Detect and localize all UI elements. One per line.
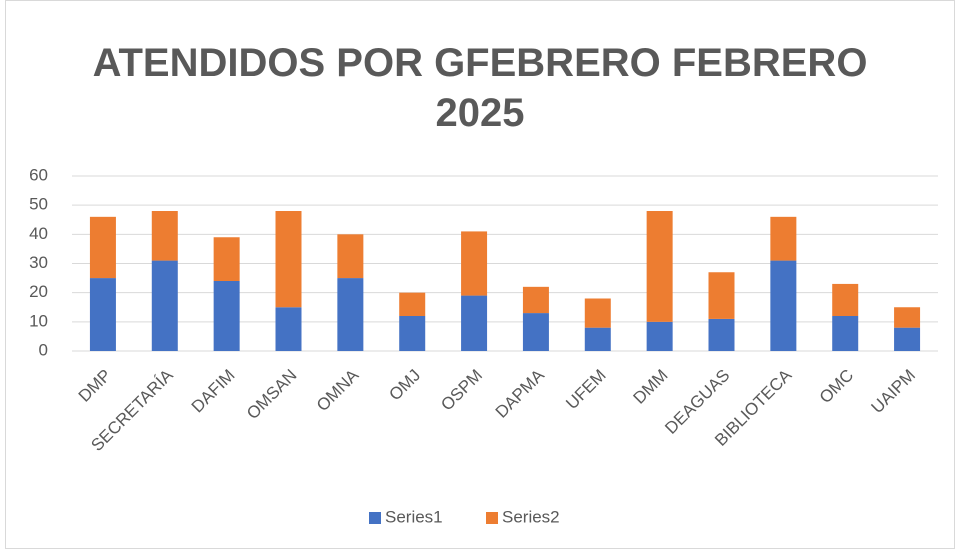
bar-segment	[522, 286, 549, 314]
bar-segment	[151, 260, 178, 351]
bar-segment	[213, 281, 240, 351]
bar-segment	[770, 260, 797, 351]
bar-segment	[770, 216, 797, 261]
bar-segment	[275, 307, 302, 351]
x-tick-label: DMP	[75, 366, 115, 406]
y-tick-label: 20	[29, 282, 48, 301]
legend-swatch	[486, 512, 498, 524]
bar-segment	[89, 216, 116, 279]
bar-segment	[708, 318, 735, 351]
chart-title: ATENDIDOS POR GFEBRERO FEBRERO 2025	[92, 41, 868, 135]
bar-segment	[646, 211, 673, 322]
bar-segment	[522, 313, 549, 351]
legend-label: Series2	[502, 507, 560, 526]
bar-segment	[275, 211, 302, 308]
bar-segment	[461, 231, 488, 296]
x-tick-label: OMSAN	[243, 366, 301, 424]
x-tick-label: DAFIM	[188, 366, 239, 417]
bar-segment	[151, 211, 178, 261]
y-tick-label: 60	[29, 165, 48, 184]
x-tick-label: UAIPM	[868, 366, 920, 418]
y-tick-label: 0	[39, 340, 48, 359]
bar-segment	[337, 278, 364, 351]
x-tick-label: OSPM	[437, 366, 486, 415]
bar-segment	[584, 298, 611, 328]
y-tick-label: 30	[29, 253, 48, 272]
y-tick-label: 40	[29, 224, 48, 243]
bar-segment	[399, 316, 426, 351]
x-tick-label: DMM	[629, 366, 671, 408]
bar-segment	[708, 272, 735, 319]
bar-segment	[832, 316, 859, 351]
bar-segment	[832, 283, 859, 316]
bar-segment	[337, 234, 364, 279]
bar-segment	[584, 327, 611, 351]
x-tick-label: OMJ	[385, 366, 424, 405]
bar-segment	[461, 295, 488, 351]
x-tick-label: OMC	[816, 366, 857, 407]
y-tick-label: 50	[29, 195, 48, 214]
bar-segment	[213, 237, 240, 281]
legend-label: Series1	[385, 507, 443, 526]
legend-swatch	[369, 512, 381, 524]
bar-segment	[89, 278, 116, 351]
x-tick-label: OMNA	[313, 365, 363, 415]
x-tick-label: DAPMA	[492, 365, 549, 422]
x-tick-label: UFEM	[562, 366, 609, 413]
bar-segment	[894, 307, 921, 328]
bar-segment	[894, 327, 921, 351]
y-tick-label: 10	[29, 311, 48, 330]
bar-segment	[646, 321, 673, 351]
bar-segment	[399, 292, 426, 316]
